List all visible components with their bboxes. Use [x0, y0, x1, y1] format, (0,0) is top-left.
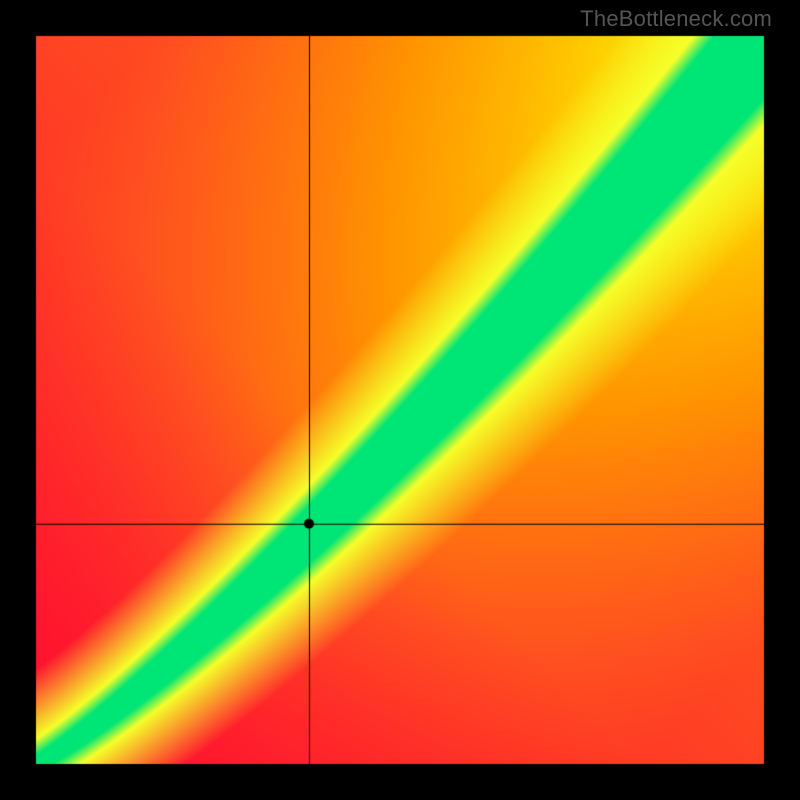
watermark-label: TheBottleneck.com: [580, 6, 772, 32]
heatmap-canvas: [0, 0, 800, 800]
chart-container: TheBottleneck.com: [0, 0, 800, 800]
